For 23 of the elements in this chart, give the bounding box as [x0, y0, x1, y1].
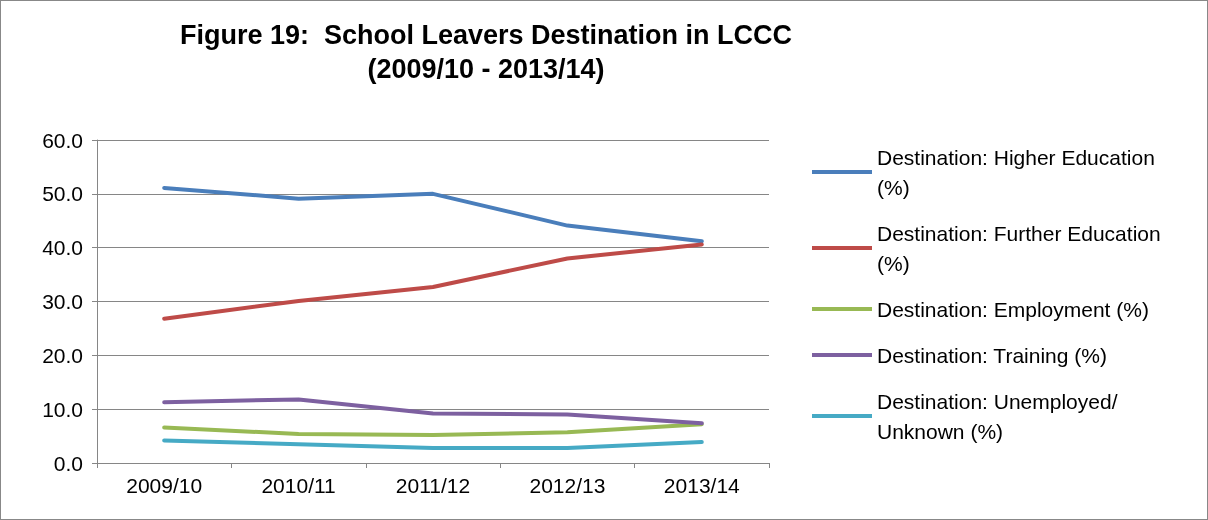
line-series	[162, 185, 704, 244]
y-tick-label: 50.0	[42, 182, 83, 206]
y-tick-label: 40.0	[42, 236, 83, 260]
x-tick-label: 2009/10	[126, 474, 203, 497]
y-tick-label: 20.0	[42, 343, 83, 367]
legend-label: Destination: Training (%)	[877, 343, 1107, 367]
legend-label: Destination: Further Education (%)	[877, 221, 1167, 275]
x-tick-label: 2013/14	[663, 474, 741, 497]
legend-label: Destination: Unemployed/Unknown (%)	[877, 389, 1118, 443]
x-tick-label: 2012/13	[529, 474, 606, 497]
line-series	[162, 242, 704, 321]
line-series	[162, 397, 704, 426]
x-tick-label: 2010/11	[261, 474, 336, 497]
y-tick-label: 60.0	[42, 128, 83, 152]
y-tick-label: 30.0	[42, 290, 83, 313]
legend-label: Destination: Higher Education (%)	[877, 145, 1161, 199]
line-series	[162, 438, 704, 450]
y-tick-label: 0.0	[53, 451, 83, 475]
legend-label: Destination: Employment (%)	[877, 297, 1149, 321]
x-tick-label: 2011/12	[395, 474, 471, 497]
chart-title: Figure 19: School Leavers Destination in LCCC (2009/10 - 2013/14)	[179, 20, 793, 84]
line-series	[162, 422, 704, 438]
y-tick-label: 10.0	[42, 397, 83, 421]
